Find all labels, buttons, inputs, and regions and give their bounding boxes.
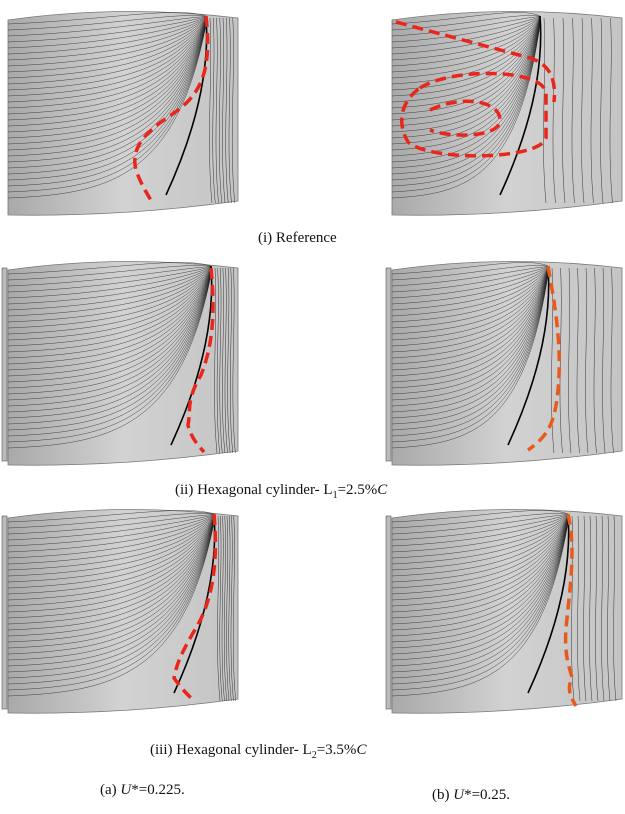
streamline-panel: [2, 261, 238, 465]
cylinder-bar: [386, 268, 391, 461]
cylinder-bar: [2, 268, 7, 461]
passage-surface: [392, 509, 622, 713]
streamline-panel: [392, 11, 622, 215]
row-caption: (iii) Hexagonal cylinder- L2=3.5%C: [150, 742, 366, 761]
caption-italic: U: [120, 782, 131, 798]
figure-page: {"captions": [ {"prefix": "(i) Reference…: [0, 0, 625, 814]
caption-italic: U: [453, 787, 464, 803]
streamline-panels: [0, 0, 625, 814]
caption-italic: C: [356, 742, 366, 758]
passage-surface: [8, 11, 238, 215]
caption-text: (a): [100, 782, 120, 798]
caption-italic: C: [377, 482, 387, 498]
streamline-panel: [386, 509, 622, 713]
streamline-panel: [386, 261, 622, 465]
caption-text: *=0.25.: [464, 787, 510, 803]
caption-text: =2.5%: [338, 482, 378, 498]
row-caption: (ii) Hexagonal cylinder- L1=2.5%C: [175, 482, 387, 501]
caption-text: (ii) Hexagonal cylinder- L: [175, 482, 333, 498]
streamline-panel: [8, 11, 238, 215]
cylinder-bar: [386, 516, 391, 709]
passage-surface: [392, 261, 622, 465]
caption-text: =3.5%: [317, 742, 357, 758]
row-caption: (i) Reference: [258, 230, 337, 247]
caption-text: (i) Reference: [258, 230, 337, 246]
column-caption: (a) U*=0.225.: [100, 782, 185, 799]
caption-text: (iii) Hexagonal cylinder- L: [150, 742, 312, 758]
cylinder-bar: [2, 516, 7, 709]
column-caption: (b) U*=0.25.: [432, 787, 510, 804]
streamline-panel: [2, 509, 238, 713]
caption-text: *=0.225.: [131, 782, 184, 798]
caption-text: (b): [432, 787, 453, 803]
